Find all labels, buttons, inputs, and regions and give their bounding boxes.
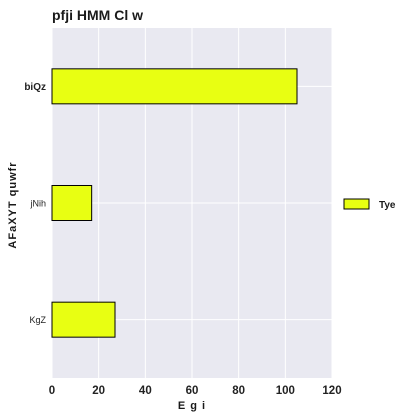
legend-label: Tye xyxy=(379,200,396,211)
x-tick-label: 40 xyxy=(139,385,152,397)
bars xyxy=(51,68,298,338)
bar-biQz xyxy=(51,68,298,105)
y-tick-labels: biQz jNih KgZ xyxy=(24,82,46,325)
y-tick-label: KgZ xyxy=(29,315,46,325)
x-tick-label: 20 xyxy=(92,385,105,397)
legend-swatch xyxy=(343,198,370,210)
x-tick-label: 60 xyxy=(186,385,199,397)
x-tick-label: 80 xyxy=(232,385,245,397)
x-tick-label: 120 xyxy=(322,385,341,397)
x-tick-label: 100 xyxy=(276,385,295,397)
bar-jNih xyxy=(51,185,93,221)
x-tick-labels: 0 20 40 60 80 100 120 xyxy=(49,385,342,397)
y-axis-label: AFaXYT quwfr xyxy=(7,161,19,248)
legend: Tye xyxy=(343,198,396,211)
x-axis-label: E g i xyxy=(178,400,206,412)
bar-KgZ xyxy=(51,301,116,338)
y-tick-label: jNih xyxy=(29,199,46,209)
x-tick-label: 0 xyxy=(49,385,55,397)
chart-title: pfji HMM Cl w xyxy=(52,7,143,23)
y-tick-label: biQz xyxy=(24,82,46,93)
